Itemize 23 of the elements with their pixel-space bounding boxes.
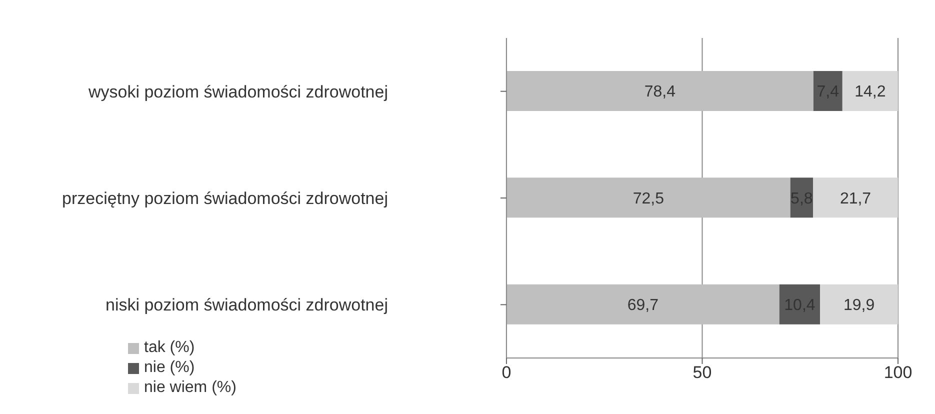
bar (779, 284, 820, 324)
y-tick-label: wysoki poziom świadomości zdrowotnej (87, 82, 388, 102)
data-label: 72,5 (632, 190, 664, 208)
x-tick-label: 50 (692, 363, 712, 382)
y-tick-label: niski poziom świadomości zdrowotnej (105, 296, 388, 315)
bar (813, 71, 842, 111)
x-tick-label: 0 (502, 363, 512, 382)
data-label: 21,7 (840, 190, 872, 208)
data-label: 69,7 (627, 297, 659, 314)
legend-label: tak (%) (144, 338, 195, 358)
y-tick-label: przeciętny poziom świadomości zdrowotnej (62, 189, 388, 208)
bar (820, 284, 898, 324)
bar (506, 71, 814, 111)
legend-label: nie wiem (%) (144, 378, 236, 398)
data-label: 78,4 (644, 84, 676, 101)
bar (842, 71, 898, 111)
data-label: 14,2 (854, 84, 886, 101)
legend-label: nie (%) (144, 358, 195, 378)
bar (506, 178, 790, 218)
bar (813, 178, 898, 218)
data-label: 19,9 (843, 297, 875, 314)
x-tick-label: 100 (884, 363, 912, 382)
bar (506, 284, 780, 324)
